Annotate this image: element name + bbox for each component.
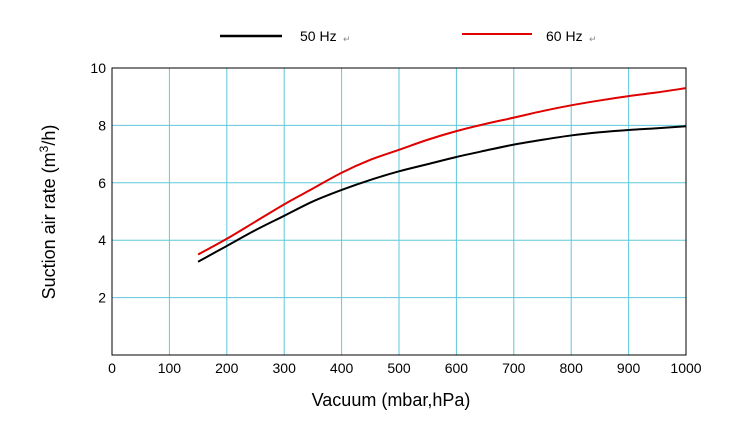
x-tick-label: 300	[273, 360, 297, 376]
x-tick-label: 600	[445, 360, 469, 376]
series-line-60hz	[197, 87, 687, 256]
x-tick-label: 100	[158, 360, 182, 376]
x-tick-label: 400	[330, 360, 354, 376]
y-axis-ticks: 2 4 6 8 10	[90, 60, 106, 306]
x-tick-label: 1000	[670, 360, 701, 376]
x-axis-ticks: 0 100 200 300 400 500 600 700 800 900 1000	[108, 360, 702, 376]
y-tick-label: 8	[98, 117, 106, 133]
y-axis-title-end: /h)	[39, 125, 59, 146]
series-line-50hz	[197, 125, 687, 263]
x-tick-label: 500	[387, 360, 411, 376]
x-tick-label: 0	[108, 360, 116, 376]
y-axis-title-main: Suction air rate (m	[39, 152, 59, 299]
x-axis-title: Vacuum (mbar,hPa)	[312, 390, 471, 410]
y-axis-title: Suction air rate (m3/h)	[37, 125, 59, 300]
y-tick-label: 4	[98, 232, 106, 248]
x-tick-label: 800	[560, 360, 584, 376]
y-axis-title-superscript: 3	[37, 145, 51, 152]
legend-label-60hz: 60 Hz	[546, 28, 583, 44]
x-tick-label: 700	[502, 360, 526, 376]
plot-frame	[111, 67, 687, 356]
return-glyph: ↵	[343, 35, 351, 45]
grid	[112, 68, 686, 355]
x-tick-label: 200	[215, 360, 239, 376]
legend: 50 Hz ↵ 60 Hz ↵	[220, 28, 597, 45]
y-tick-label: 6	[98, 175, 106, 191]
return-glyph: ↵	[589, 35, 597, 45]
series-layer	[197, 87, 687, 263]
y-tick-label: 2	[98, 290, 106, 306]
legend-label-50hz: 50 Hz	[300, 28, 337, 44]
y-tick-label: 10	[90, 60, 106, 76]
x-tick-label: 900	[617, 360, 641, 376]
